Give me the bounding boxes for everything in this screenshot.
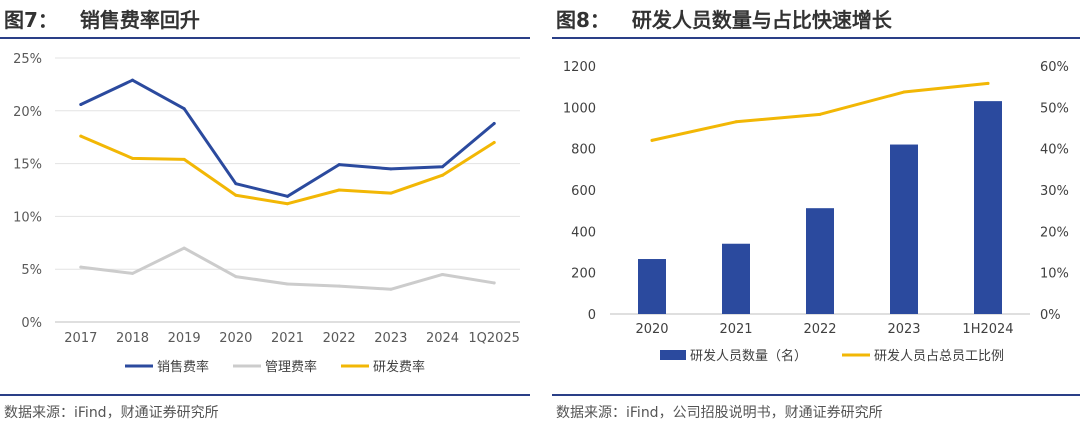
bar xyxy=(890,144,918,314)
x-tick-label: 2022 xyxy=(803,322,836,337)
figure-7-title-text: 销售费率回升 xyxy=(79,8,200,32)
data-point xyxy=(182,157,186,161)
figure-8-number: 图8： xyxy=(556,8,610,32)
x-tick-label: 2024 xyxy=(426,331,459,346)
figure-7-title: 图7： 销售费率回升 xyxy=(4,4,200,33)
x-tick-label: 2020 xyxy=(219,331,252,346)
data-point xyxy=(182,107,186,111)
data-point xyxy=(337,163,341,167)
y-tick-label: 10% xyxy=(13,210,42,225)
data-point xyxy=(389,167,393,171)
y-tick-label: 25% xyxy=(13,52,42,67)
figure-8-source: 数据来源：iFind，公司招股说明书，财通证券研究所 xyxy=(556,405,883,421)
y-right-tick-label: 50% xyxy=(1040,101,1069,116)
bar xyxy=(806,208,834,314)
data-point xyxy=(441,173,444,177)
figure-7-bottom-rule xyxy=(0,394,530,396)
data-point xyxy=(286,194,289,198)
ratio-point xyxy=(902,90,906,94)
y-left-tick-label: 200 xyxy=(571,267,596,282)
data-point xyxy=(492,281,496,285)
ratio-point xyxy=(734,120,738,124)
data-point xyxy=(492,140,496,144)
data-point xyxy=(79,265,83,269)
data-point xyxy=(441,272,444,276)
ratio-point xyxy=(650,138,654,142)
x-tick-label: 2021 xyxy=(719,322,752,337)
y-tick-label: 0% xyxy=(21,316,42,331)
legend-label: 管理费率 xyxy=(265,359,317,375)
figure-7-line-chart: 0% 5% 10% 15% 20% 25% 2017 2018 2019 2020 2021 2022… xyxy=(13,52,520,375)
data-point xyxy=(286,282,289,286)
y-right-tick-label: 20% xyxy=(1040,225,1069,240)
legend-label: 销售费率 xyxy=(157,359,209,375)
ratio-point xyxy=(818,112,822,116)
ratio-line xyxy=(650,81,990,142)
data-point xyxy=(131,271,134,275)
y-right-tick-label: 0% xyxy=(1040,308,1061,323)
data-point xyxy=(182,246,186,250)
data-point xyxy=(337,188,341,192)
x-tick-label: 2022 xyxy=(323,331,356,346)
legend-swatch-bar xyxy=(660,350,686,360)
figure-7-number: 图7： xyxy=(4,8,58,32)
ratio-point xyxy=(986,81,990,85)
x-tick-label: 2021 xyxy=(271,331,304,346)
bar xyxy=(974,101,1002,314)
y-right-tick-label: 10% xyxy=(1040,267,1069,282)
y-right-tick-label: 60% xyxy=(1040,60,1069,75)
data-point xyxy=(492,121,496,125)
legend-label-line: 研发人员占总员工比例 xyxy=(874,348,1004,364)
y-left-tick-label: 400 xyxy=(571,225,596,240)
data-point xyxy=(389,287,393,291)
data-point xyxy=(131,78,134,82)
y-tick-label: 15% xyxy=(13,158,42,173)
data-point xyxy=(234,193,238,197)
y-tick-label: 5% xyxy=(21,263,42,278)
bar xyxy=(638,259,666,314)
x-tick-label: 2017 xyxy=(64,331,97,346)
figure-8-title: 图8： 研发人员数量与占比快速增长 xyxy=(556,4,892,33)
x-tick-label: 2023 xyxy=(887,322,920,337)
x-tick-label: 2020 xyxy=(635,322,668,337)
data-point xyxy=(441,165,444,169)
y-right-tick-label: 40% xyxy=(1040,143,1069,158)
figure-8-panel: 图8： 研发人员数量与占比快速增长 0 200 400 600 800 1000 1200 0%… xyxy=(552,0,1080,426)
data-point xyxy=(286,202,289,206)
figure-7-source: 数据来源：iFind，财通证券研究所 xyxy=(4,405,219,421)
data-point xyxy=(234,182,238,186)
figure-8-title-text: 研发人员数量与占比快速增长 xyxy=(631,8,892,32)
legend-label: 研发费率 xyxy=(373,359,425,375)
data-point xyxy=(79,134,83,138)
y-tick-label: 20% xyxy=(13,105,42,120)
x-tick-label: 1H2024 xyxy=(962,322,1013,337)
x-tick-label: 2023 xyxy=(374,331,407,346)
y-left-tick-label: 1200 xyxy=(563,60,596,75)
y-left-tick-label: 600 xyxy=(571,184,596,199)
data-point xyxy=(79,102,83,106)
figure-8-top-rule xyxy=(552,37,1080,39)
y-left-tick-label: 1000 xyxy=(563,101,596,116)
x-tick-label: 2019 xyxy=(168,331,201,346)
y-left-tick-label: 800 xyxy=(571,143,596,158)
x-tick-label: 1Q2025 xyxy=(468,331,520,346)
figure-8-bottom-rule xyxy=(552,394,1080,396)
y-left-tick-label: 0 xyxy=(588,308,596,323)
data-point xyxy=(131,156,134,160)
x-tick-label: 2018 xyxy=(116,331,149,346)
figure-7-panel: 图7： 销售费率回升 0% 5% 10% 15% 20% 25% 2017 2018 2019 20… xyxy=(0,0,530,426)
data-point xyxy=(337,284,341,288)
figure-7-top-rule xyxy=(0,37,530,39)
figure-8-combo-chart: 0 200 400 600 800 1000 1200 0% 10% 20% 30% 40% 50% 60… xyxy=(563,60,1069,364)
series-line xyxy=(79,134,496,206)
bar xyxy=(722,243,750,314)
y-right-tick-label: 30% xyxy=(1040,184,1069,199)
legend-label-bar: 研发人员数量（名） xyxy=(690,348,807,364)
data-point xyxy=(234,275,238,279)
data-point xyxy=(389,191,393,195)
